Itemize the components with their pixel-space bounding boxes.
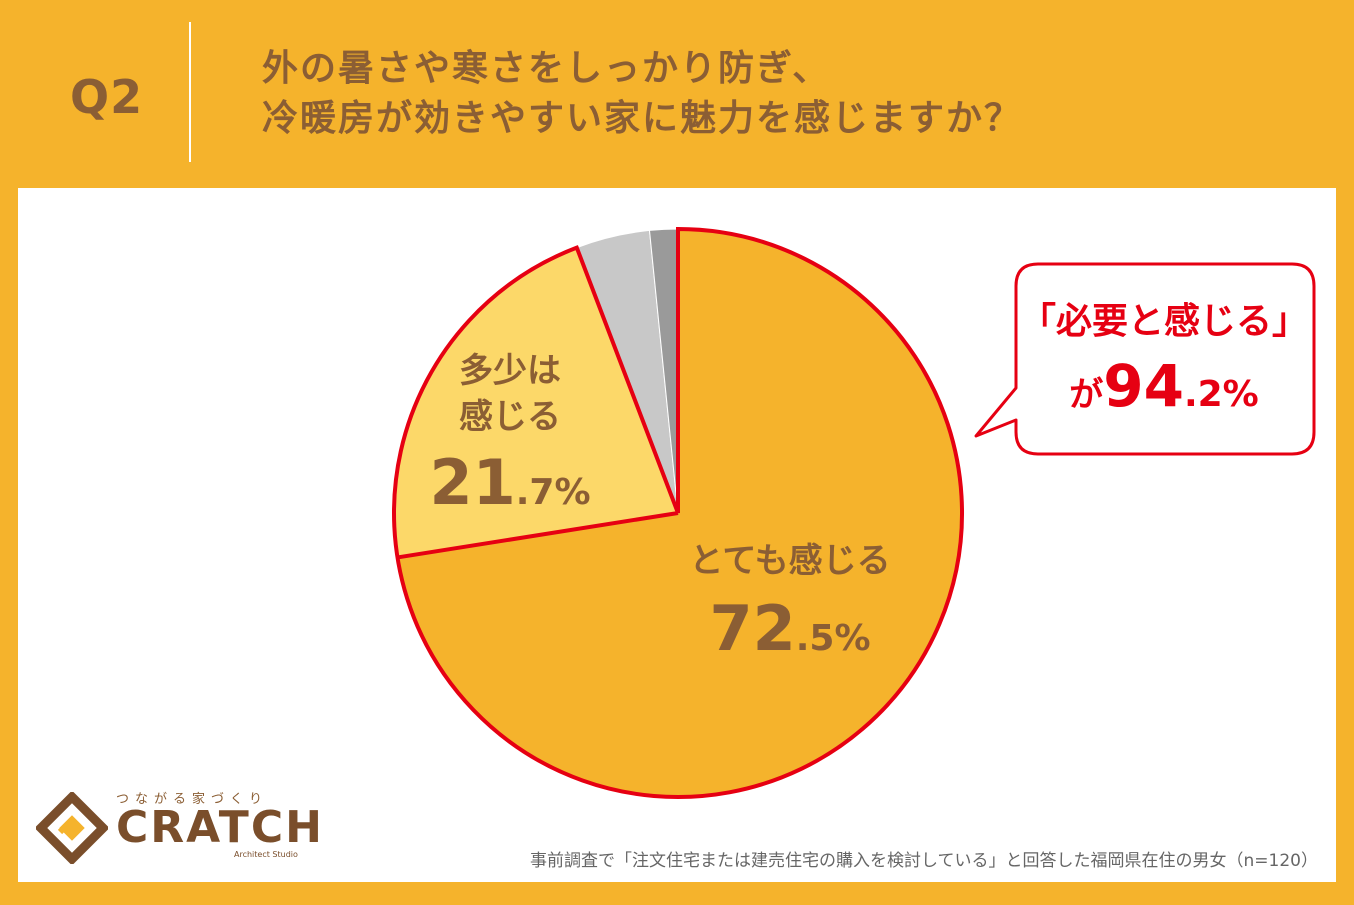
cratch-logo: つながる家づくり CRATCH Architect Studio bbox=[36, 788, 322, 868]
logo-name: CRATCH bbox=[116, 802, 324, 853]
callout-bubble bbox=[974, 262, 1316, 456]
callout-value-int: 94 bbox=[1103, 352, 1184, 420]
callout-value: が94.2% bbox=[1018, 352, 1310, 420]
slice-label-very: とても感じる 72.5% bbox=[640, 538, 940, 665]
callout-title: 「必要と感じる」 bbox=[1019, 301, 1308, 342]
slice-name-somewhat-2: 感じる bbox=[459, 397, 561, 437]
logo-sub: Architect Studio bbox=[234, 850, 298, 859]
callout-prefix: が bbox=[1069, 375, 1104, 415]
survey-footnote: 事前調査で「注文住宅または建売住宅の購入を検討している」と回答した福岡県在住の男… bbox=[530, 851, 1318, 871]
slice-pct-very-dec: .5% bbox=[795, 618, 871, 659]
slice-pct-somewhat-int: 21 bbox=[429, 446, 516, 519]
question-line-2: 冷暖房が効きやすい家に魅力を感じますか？ bbox=[262, 98, 1023, 139]
question-line-1: 外の暑さや寒さをしっかり防ぎ、 bbox=[262, 48, 831, 89]
slice-pct-somewhat: 21.7% bbox=[420, 446, 600, 519]
logo-mark-icon bbox=[36, 792, 108, 864]
question-text: 外の暑さや寒さをしっかり防ぎ、 冷暖房が効きやすい家に魅力を感じますか？ bbox=[262, 44, 1022, 144]
header-divider bbox=[189, 22, 191, 162]
logo-tagline: つながる家づくり bbox=[116, 792, 269, 807]
slice-label-somewhat: 多少は 感じる 21.7% bbox=[420, 348, 600, 519]
slice-pct-somewhat-dec: .7% bbox=[515, 472, 591, 513]
highlight-outline bbox=[392, 226, 964, 799]
slice-pct-very: 72.5% bbox=[640, 592, 940, 665]
slice-pct-very-int: 72 bbox=[709, 592, 796, 665]
callout-value-dec: .2% bbox=[1183, 374, 1259, 415]
slice-name-very: とても感じる bbox=[689, 541, 891, 581]
question-number: Q2 bbox=[70, 70, 144, 124]
header: Q2 外の暑さや寒さをしっかり防ぎ、 冷暖房が効きやすい家に魅力を感じますか？ bbox=[0, 0, 1354, 188]
slice-name-somewhat-1: 多少は bbox=[459, 351, 561, 391]
